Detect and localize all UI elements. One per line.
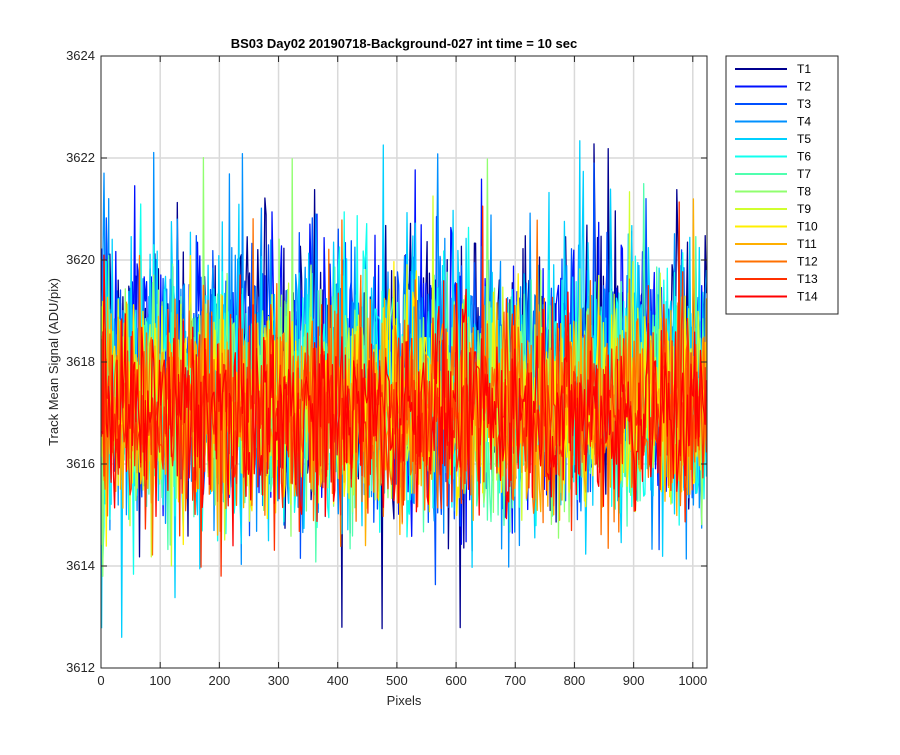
legend-label: T14 bbox=[797, 290, 818, 304]
legend-label: T2 bbox=[797, 80, 811, 94]
y-tick-label: 3624 bbox=[66, 48, 95, 63]
legend-label: T13 bbox=[797, 272, 818, 286]
x-tick-label: 100 bbox=[149, 673, 171, 688]
x-tick-label: 400 bbox=[327, 673, 349, 688]
x-tick-label: 900 bbox=[623, 673, 645, 688]
legend-box bbox=[725, 55, 839, 315]
x-tick-label: 600 bbox=[445, 673, 467, 688]
legend-label: T11 bbox=[797, 237, 817, 251]
series-line-t14 bbox=[101, 254, 708, 547]
legend-item-t1[interactable]: T1 bbox=[735, 62, 811, 76]
legend-item-t5[interactable]: T5 bbox=[735, 132, 811, 146]
x-tick-label: 200 bbox=[209, 673, 231, 688]
legend-item-t14[interactable]: T14 bbox=[735, 290, 818, 304]
legend-label: T5 bbox=[797, 132, 811, 146]
y-tick-label: 3622 bbox=[66, 150, 95, 165]
x-tick-label: 300 bbox=[268, 673, 290, 688]
legend-label: T1 bbox=[797, 62, 811, 76]
chart-title: BS03 Day02 20190718-Background-027 int t… bbox=[231, 36, 578, 51]
legend-label: T3 bbox=[797, 97, 811, 111]
legend-item-t3[interactable]: T3 bbox=[735, 97, 811, 111]
legend-label: T10 bbox=[797, 220, 818, 234]
legend-item-t4[interactable]: T4 bbox=[735, 115, 811, 129]
legend-item-t10[interactable]: T10 bbox=[735, 220, 818, 234]
legend-item-t13[interactable]: T13 bbox=[735, 272, 818, 286]
legend-item-t9[interactable]: T9 bbox=[735, 202, 811, 216]
legend-label: T4 bbox=[797, 115, 811, 129]
legend[interactable]: T1 T2 T3 T4 T5 T6 T7 T8 T9 T10 T11 T12 T13 T14 bbox=[725, 55, 839, 315]
y-tick-label: 3612 bbox=[66, 660, 95, 675]
legend-item-t8[interactable]: T8 bbox=[735, 185, 811, 199]
legend-label: T7 bbox=[797, 167, 811, 181]
series-layer bbox=[100, 140, 708, 638]
legend-items: T1 T2 T3 T4 T5 T6 T7 T8 T9 T10 T11 T12 T13 T14 bbox=[735, 62, 818, 304]
legend-label: T12 bbox=[797, 255, 818, 269]
y-axis-label: Track Mean Signal (ADU/pix) bbox=[46, 278, 61, 446]
legend-item-t11[interactable]: T11 bbox=[735, 237, 817, 251]
legend-label: T8 bbox=[797, 185, 811, 199]
ticks: 0 100 200 300 400 500 600 700 800 900 1000 3612 3614… bbox=[66, 48, 707, 688]
x-tick-label: 1000 bbox=[678, 673, 707, 688]
legend-item-t7[interactable]: T7 bbox=[735, 167, 811, 181]
y-tick-label: 3614 bbox=[66, 558, 95, 573]
x-tick-label: 0 bbox=[97, 673, 104, 688]
legend-label: T9 bbox=[797, 202, 811, 216]
x-tick-label: 700 bbox=[504, 673, 526, 688]
series-line-t13 bbox=[100, 201, 708, 577]
legend-item-t2[interactable]: T2 bbox=[735, 80, 811, 94]
legend-item-t12[interactable]: T12 bbox=[735, 255, 818, 269]
x-tick-label: 800 bbox=[564, 673, 586, 688]
legend-item-t6[interactable]: T6 bbox=[735, 150, 811, 164]
y-tick-label: 3618 bbox=[66, 354, 95, 369]
x-axis-label: Pixels bbox=[387, 693, 422, 708]
legend-label: T6 bbox=[797, 150, 811, 164]
y-tick-label: 3620 bbox=[66, 252, 95, 267]
x-tick-label: 500 bbox=[386, 673, 408, 688]
y-tick-label: 3616 bbox=[66, 456, 95, 471]
